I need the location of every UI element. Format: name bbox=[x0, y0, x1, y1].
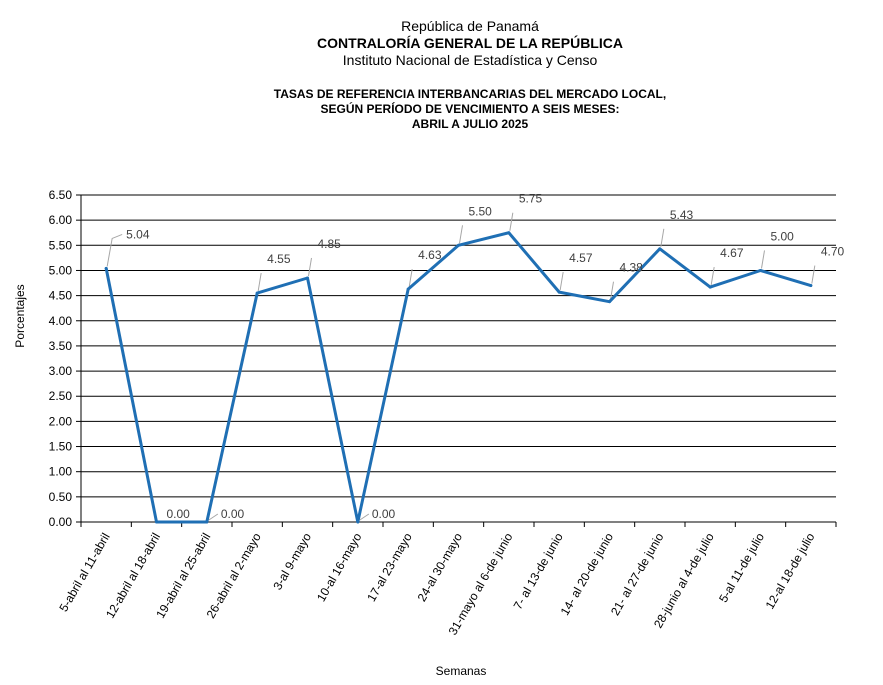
label-leader-line bbox=[761, 250, 765, 269]
data-point bbox=[759, 268, 762, 272]
y-tick-label: 4.50 bbox=[49, 289, 73, 303]
data-point bbox=[104, 266, 108, 270]
y-tick-label: 1.00 bbox=[49, 465, 73, 479]
data-label: 0.00 bbox=[372, 507, 396, 521]
label-leaders bbox=[106, 212, 816, 521]
label-leader-line bbox=[459, 225, 463, 244]
x-tick-label: 10-al 16-mayo bbox=[314, 530, 365, 604]
data-point bbox=[406, 287, 410, 291]
x-tick-label: 3-al 9-mayo bbox=[270, 530, 314, 592]
header-country: República de Panamá bbox=[401, 18, 539, 34]
y-tick-label: 3.00 bbox=[49, 364, 73, 378]
y-tick-label: 6.50 bbox=[49, 188, 73, 202]
y-tick-label: 4.00 bbox=[49, 314, 73, 328]
data-label: 5.04 bbox=[126, 227, 150, 241]
label-leader-line bbox=[610, 281, 614, 300]
y-tick-label: 6.00 bbox=[49, 213, 73, 227]
data-point bbox=[205, 520, 209, 524]
series-line bbox=[104, 231, 813, 524]
label-leader-line bbox=[308, 257, 312, 277]
y-tick-label: 0.00 bbox=[49, 515, 73, 529]
data-point bbox=[708, 285, 712, 289]
data-label: 4.38 bbox=[620, 261, 644, 275]
axes: 0.00 0.50 1.00 1.50 2.00 2.50 3.00 3.50 4.00 4.50… bbox=[49, 188, 837, 637]
label-leader-line bbox=[257, 273, 262, 292]
y-tick-label: 5.50 bbox=[49, 238, 73, 252]
x-tick-label: 7- al 13-de junio bbox=[511, 530, 566, 612]
data-label: 4.55 bbox=[267, 252, 291, 266]
x-tick-label: 26-abril al 2-mayo bbox=[204, 530, 264, 620]
data-label: 5.00 bbox=[771, 229, 795, 243]
x-tick-label: 21- al 27-de junio bbox=[608, 530, 667, 618]
data-label: 5.43 bbox=[670, 208, 694, 222]
data-labels: 5.04 0.00 0.00 4.55 4.85 0.00 4.63 5.50 5.75 4.57… bbox=[126, 192, 844, 521]
header-institute: Instituto Nacional de Estadística y Cens… bbox=[342, 52, 598, 68]
label-leader-line bbox=[710, 266, 715, 286]
y-tick-label: 2.50 bbox=[49, 389, 73, 403]
data-label: 0.00 bbox=[221, 507, 245, 521]
label-leader-line bbox=[811, 265, 816, 284]
y-tick-label: 1.50 bbox=[49, 440, 73, 454]
data-point bbox=[658, 247, 662, 251]
data-point bbox=[306, 276, 309, 280]
data-point bbox=[557, 290, 561, 294]
x-tick-label: 14- al 20-de junio bbox=[558, 530, 617, 618]
data-point bbox=[356, 520, 360, 524]
chart-title-line-3: ABRIL A JULIO 2025 bbox=[411, 117, 529, 131]
label-leader-line bbox=[208, 513, 219, 521]
label-leader-line bbox=[408, 268, 413, 288]
label-leader-line bbox=[509, 212, 514, 231]
data-point bbox=[809, 284, 813, 288]
data-point bbox=[507, 231, 511, 235]
series bbox=[104, 231, 813, 524]
data-label: 4.70 bbox=[821, 245, 845, 259]
x-axis-label: Semanas bbox=[436, 664, 487, 678]
label-leader-line bbox=[359, 513, 370, 521]
x-tick-label: 24-al 30-mayo bbox=[415, 530, 466, 604]
y-axis-label: Porcentajes bbox=[13, 284, 27, 347]
chart-title-line-1: TASAS DE REFERENCIA INTERBANCARIAS DEL M… bbox=[273, 87, 667, 101]
data-label: 5.50 bbox=[469, 204, 493, 218]
label-leader-line bbox=[559, 272, 564, 291]
x-tick-label: 5-abril al 11-abril bbox=[56, 531, 112, 615]
data-point bbox=[255, 291, 259, 295]
y-tick-label: 0.50 bbox=[49, 490, 73, 504]
data-point bbox=[457, 243, 460, 247]
header-agency: CONTRALORÍA GENERAL DE LA REPÚBLICA bbox=[317, 35, 623, 51]
data-point bbox=[608, 300, 611, 304]
y-tick-label: 3.50 bbox=[49, 339, 73, 353]
y-tick-label: 5.00 bbox=[49, 263, 73, 277]
data-label: 4.63 bbox=[418, 248, 442, 262]
x-tick-label: 5-al 11-de julio bbox=[716, 530, 767, 605]
y-tick-label: 2.00 bbox=[49, 414, 73, 428]
data-label: 4.57 bbox=[569, 251, 593, 265]
x-tick-label: 12-al 18-de julio bbox=[763, 530, 818, 611]
data-label: 5.75 bbox=[519, 192, 543, 206]
data-point bbox=[155, 520, 158, 524]
chart-title-line-2: SEGÚN PERÍODO DE VENCIMIENTO A SEIS MESE… bbox=[320, 102, 620, 116]
label-leader-line bbox=[106, 233, 123, 267]
x-tick-label: 17-al 23-mayo bbox=[364, 530, 415, 604]
label-leader-line bbox=[660, 228, 665, 247]
data-label: 4.67 bbox=[720, 246, 744, 260]
data-label: 0.00 bbox=[167, 507, 191, 521]
data-label: 4.85 bbox=[318, 237, 342, 251]
x-tick-label: 19-abril al 25-abril bbox=[153, 531, 213, 621]
x-tick-label: 12-abril al 18-abril bbox=[103, 531, 163, 621]
